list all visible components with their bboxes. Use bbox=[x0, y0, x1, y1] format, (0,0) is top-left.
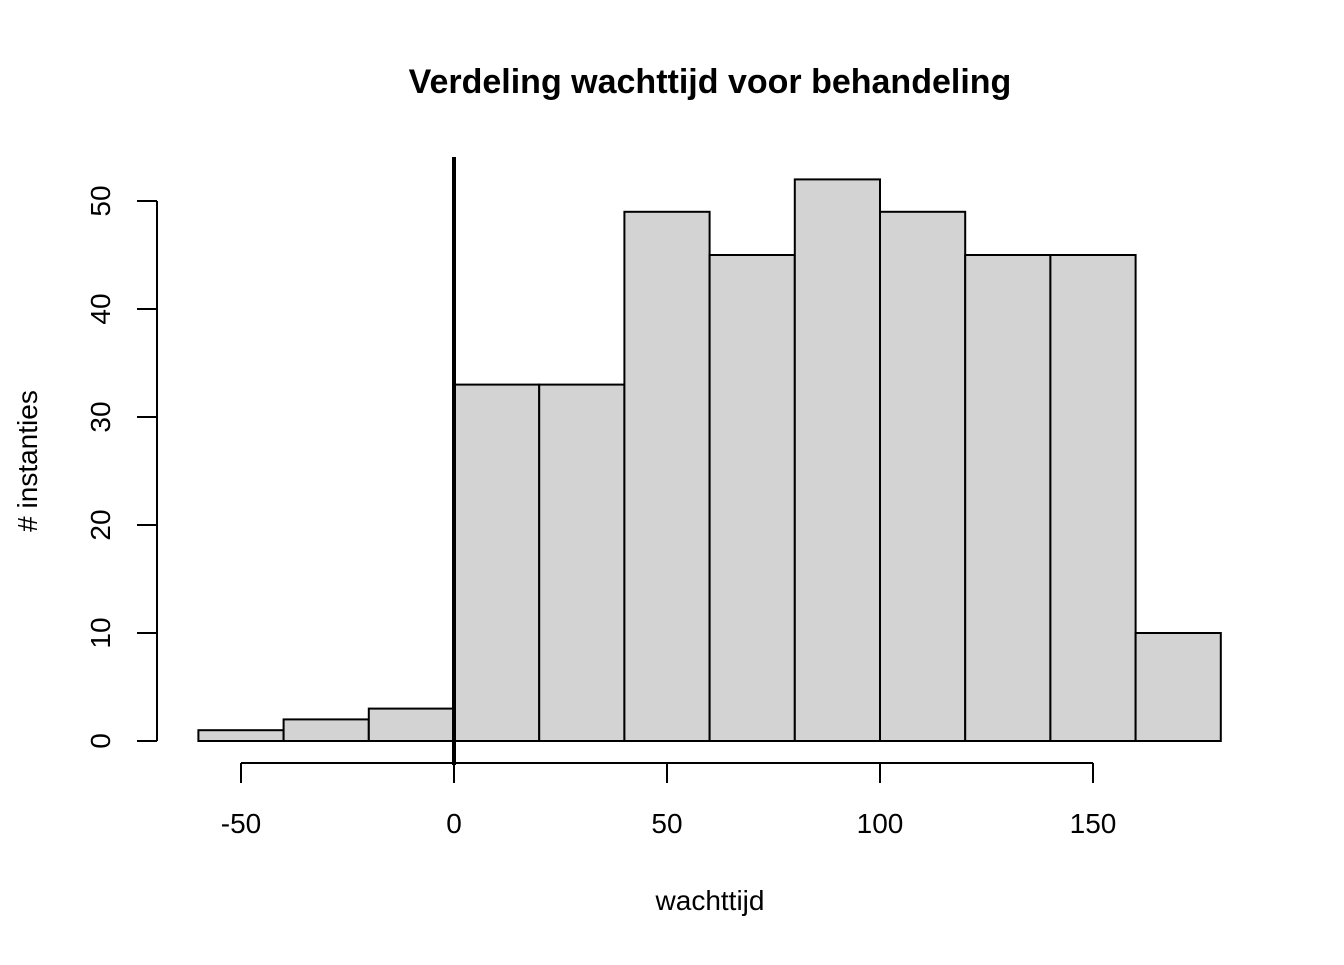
y-tick-label: 30 bbox=[85, 401, 116, 432]
y-tick-label: 40 bbox=[85, 293, 116, 324]
y-axis-label: # instanties bbox=[12, 390, 43, 532]
chart-title: Verdeling wachttijd voor behandeling bbox=[409, 63, 1012, 101]
bars-layer bbox=[197, 178, 1222, 743]
y-tick-label: 0 bbox=[85, 733, 116, 749]
x-axis: -50 0 50 100 150 bbox=[221, 762, 1117, 839]
histogram-bar-11 bbox=[1134, 632, 1222, 742]
histogram-bar-5 bbox=[623, 210, 711, 743]
y-tick-label: 10 bbox=[85, 617, 116, 648]
histogram-bar-1 bbox=[282, 718, 370, 743]
x-axis-label: wachttijd bbox=[655, 885, 765, 916]
histogram-bar-0 bbox=[197, 729, 285, 743]
histogram-bar-6 bbox=[708, 254, 796, 742]
x-tick-label: 0 bbox=[446, 808, 462, 839]
histogram-bar-9 bbox=[964, 254, 1052, 742]
histogram-bar-8 bbox=[879, 210, 967, 743]
y-axis: 0 10 20 30 40 50 bbox=[85, 185, 158, 749]
x-tick-label: 50 bbox=[651, 808, 682, 839]
y-tick-label: 20 bbox=[85, 509, 116, 540]
histogram-bar-3 bbox=[453, 383, 541, 742]
x-tick-label: 100 bbox=[857, 808, 904, 839]
histogram-bar-10 bbox=[1049, 254, 1137, 742]
histogram-bar-2 bbox=[367, 707, 455, 742]
histogram-bar-7 bbox=[793, 178, 881, 742]
y-tick-label: 50 bbox=[85, 185, 116, 216]
histogram-bar-4 bbox=[538, 383, 626, 742]
x-tick-label: 150 bbox=[1070, 808, 1117, 839]
x-tick-label: -50 bbox=[221, 808, 261, 839]
